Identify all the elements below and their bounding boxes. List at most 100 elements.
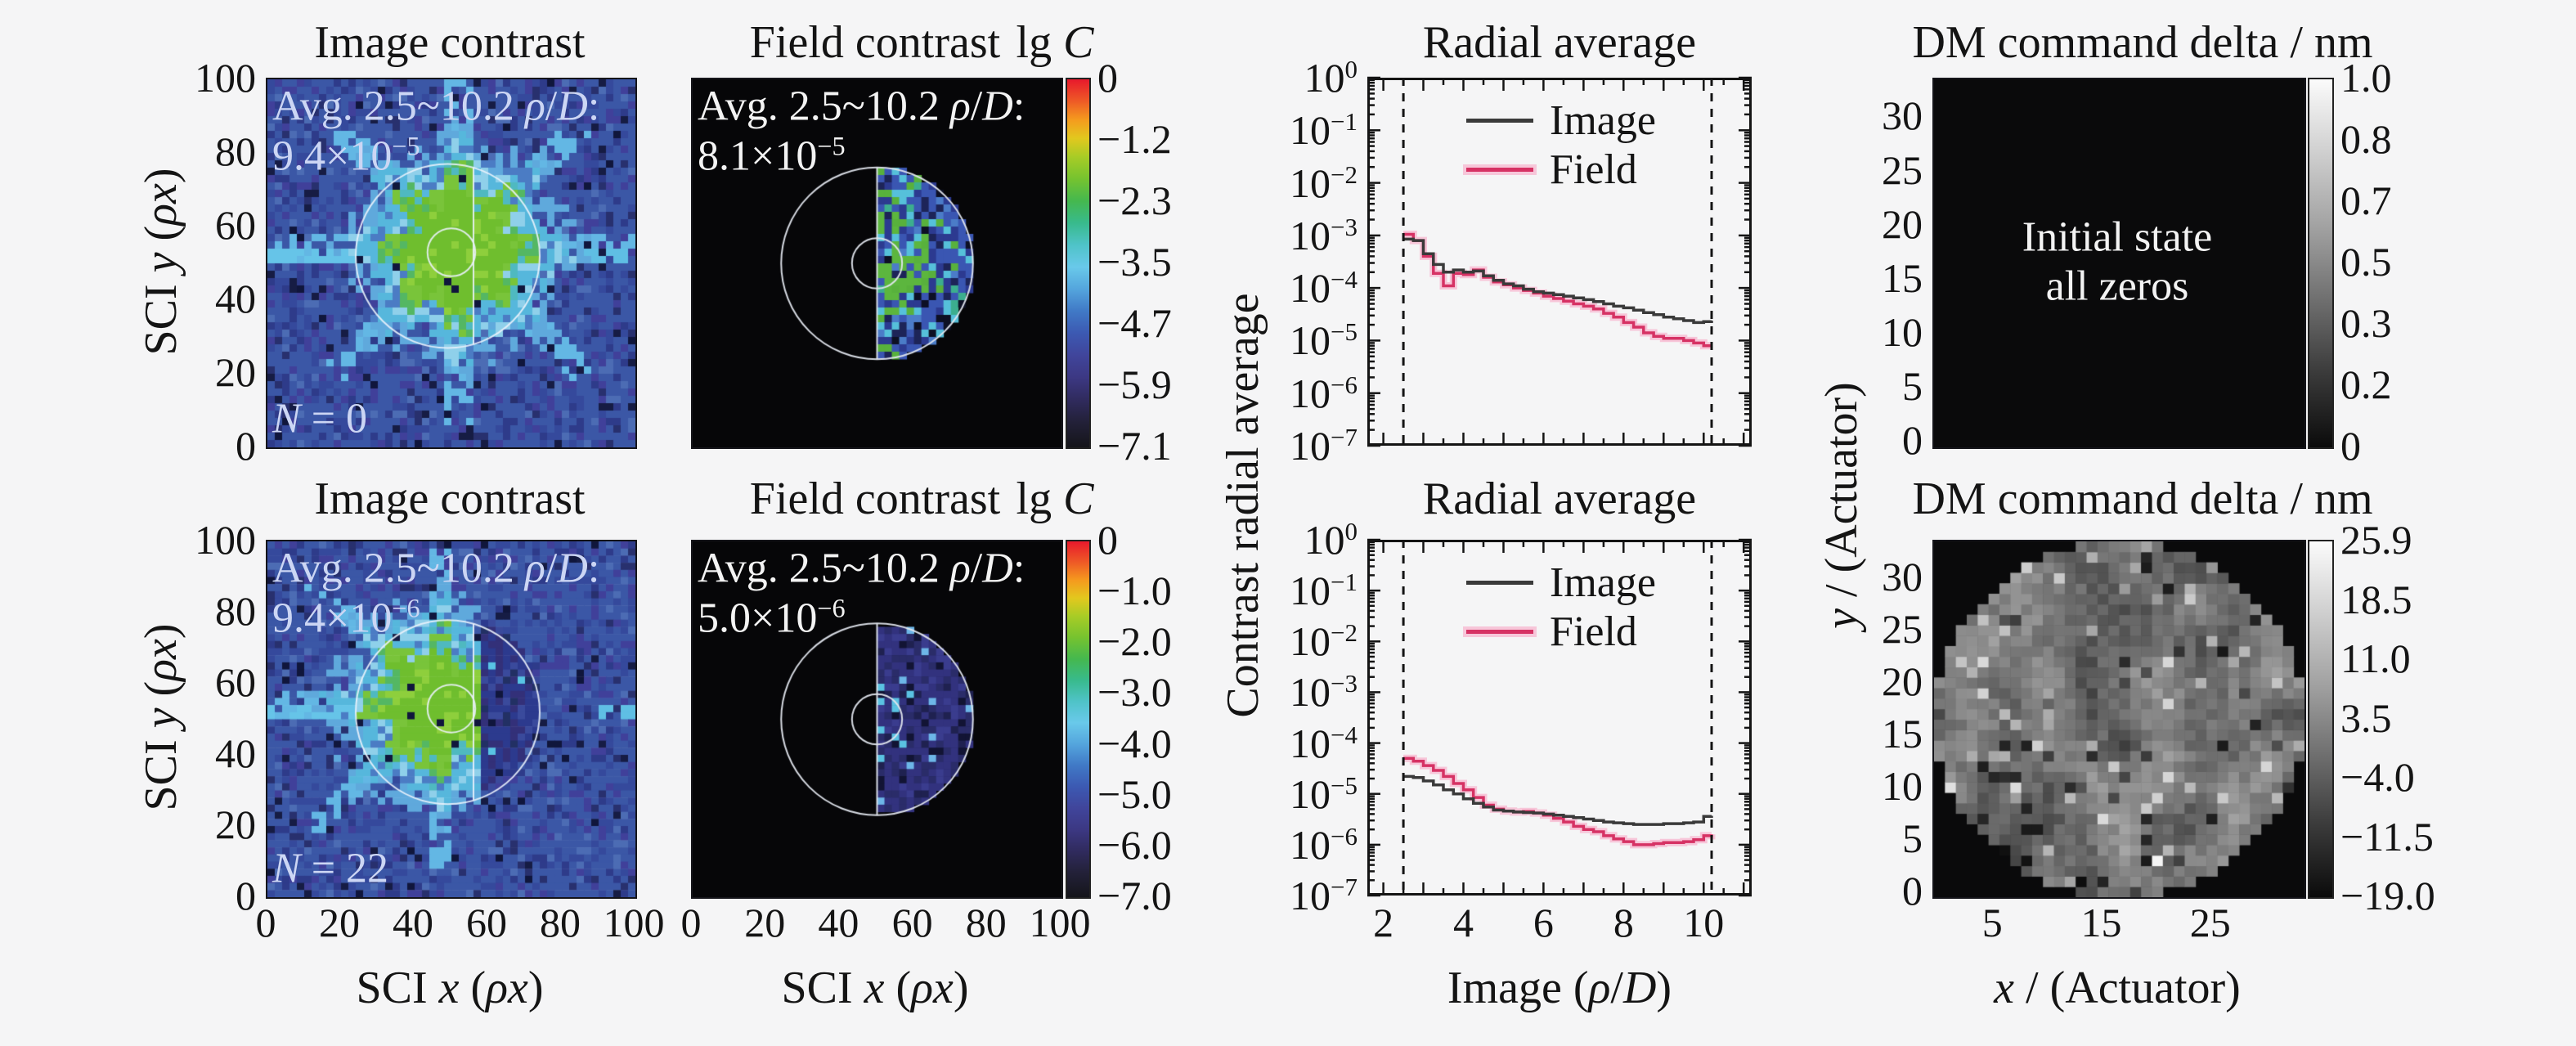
y-tick-label: 60 bbox=[215, 202, 256, 248]
series-field-halo bbox=[1403, 231, 1712, 350]
text-run: / bbox=[970, 545, 983, 592]
y-tick-label: 30 bbox=[1882, 92, 1923, 139]
y-tick-label: 60 bbox=[215, 659, 256, 705]
y-tick-label: 10−7 bbox=[1290, 872, 1358, 919]
y-tick-label: 25 bbox=[1882, 605, 1923, 652]
text-run: −5 bbox=[1331, 317, 1358, 347]
text-run: 10 bbox=[1290, 265, 1331, 312]
y-tick-label: 10−3 bbox=[1290, 668, 1358, 716]
text-run: = 22 bbox=[300, 845, 389, 892]
text-run: lg bbox=[1016, 17, 1064, 68]
text-run: 9.4×10 bbox=[272, 595, 393, 642]
y-tick-label: 80 bbox=[215, 128, 256, 174]
colorbar-tick-label: −4.0 bbox=[1097, 720, 1172, 766]
y-tick-label: 100 bbox=[1304, 54, 1358, 101]
colorbar-tick-label: −2.3 bbox=[1097, 177, 1172, 223]
x-tick-label: 100 bbox=[1029, 900, 1091, 945]
legend-entry-image-bottom: Image bbox=[1466, 559, 1656, 607]
colorbar-tick-label: −2.0 bbox=[1097, 618, 1172, 665]
text-run: y bbox=[1816, 608, 1867, 629]
text-run: D bbox=[982, 545, 1013, 592]
text-run: / (Actuator) bbox=[2014, 963, 2241, 1013]
y-axis-label-contrast-radial-average: Contrast radial average bbox=[1218, 293, 1268, 718]
y-tick-label: 100 bbox=[195, 55, 256, 101]
y-tick-label: 10−1 bbox=[1290, 567, 1358, 614]
y-tick-label: 20 bbox=[1882, 658, 1923, 704]
plot-frame bbox=[1367, 540, 1752, 896]
legend-label-field: Field bbox=[1550, 608, 1637, 655]
text-run: 5.0×10 bbox=[698, 595, 818, 642]
y-tick-label: 10−1 bbox=[1290, 106, 1358, 154]
y-tick-label: 10−4 bbox=[1290, 720, 1358, 767]
panel-title-image-contrast-top: Image contrast bbox=[314, 17, 586, 68]
avg-contrast-annotation-line2: 9.4×10−6 bbox=[272, 594, 420, 643]
legend-line-image-icon bbox=[1466, 119, 1533, 123]
text-run: ρx bbox=[486, 963, 528, 1013]
text-run: : bbox=[587, 545, 600, 592]
y-tick-label: 80 bbox=[215, 588, 256, 634]
text-run: ) bbox=[136, 623, 186, 640]
field-contrast-heatmap-top bbox=[691, 78, 1063, 449]
panel-title-field-contrast-bottom: Field contrast bbox=[749, 474, 1001, 524]
colorbar-tick-label: 0.5 bbox=[2340, 239, 2392, 285]
dm-command-heatmap-bottom bbox=[1932, 540, 2306, 899]
text-run: ) bbox=[136, 168, 186, 184]
x-tick-label: 0 bbox=[680, 900, 702, 945]
x-tick-label: 40 bbox=[818, 900, 859, 945]
y-tick-label: 100 bbox=[1304, 516, 1358, 563]
avg-contrast-annotation-line2: 5.0×10−6 bbox=[698, 594, 846, 643]
text-run: SCI bbox=[136, 272, 186, 356]
text-run: y bbox=[136, 707, 186, 729]
legend-label-field: Field bbox=[1550, 146, 1637, 193]
text-run: : bbox=[1012, 83, 1025, 130]
colorbar-label-lgc-bottom: lg C bbox=[1016, 473, 1094, 525]
text-run: ρ bbox=[1588, 963, 1611, 1013]
y-tick-label: 15 bbox=[1882, 710, 1923, 756]
series-image-line bbox=[1403, 774, 1713, 826]
text-run: Avg. 2.5~10.2 bbox=[272, 545, 525, 592]
colorbar-tick-label: −7.1 bbox=[1097, 423, 1172, 469]
text-run: D bbox=[557, 83, 588, 130]
avg-contrast-annotation-line1: Avg. 2.5~10.2 ρ/D: bbox=[698, 83, 1025, 131]
y-tick-label: 20 bbox=[215, 801, 256, 847]
iteration-count-annotation: N = 22 bbox=[272, 845, 388, 893]
text-run: ) bbox=[527, 963, 544, 1013]
text-run: −2 bbox=[1331, 618, 1358, 648]
legend-label-image: Image bbox=[1550, 559, 1656, 606]
text-run: N bbox=[272, 395, 301, 442]
colorbar-field-contrast-top bbox=[1066, 78, 1091, 449]
image-contrast-heatmap-bottom bbox=[266, 540, 637, 899]
y-tick-label: 5 bbox=[1902, 363, 1923, 410]
x-tick-label: 100 bbox=[603, 900, 665, 945]
dm-initial-state-annotation-line1: Initial state bbox=[2022, 213, 2213, 261]
text-run: 0 bbox=[1344, 516, 1358, 545]
y-tick-label: 10 bbox=[1882, 309, 1923, 356]
text-run: D bbox=[557, 545, 588, 592]
avg-contrast-annotation-line1: Avg. 2.5~10.2 ρ/D: bbox=[272, 83, 599, 131]
x-tick-label: 40 bbox=[393, 900, 433, 945]
text-run: SCI bbox=[781, 963, 864, 1013]
x-tick-label: 5 bbox=[1981, 900, 2003, 945]
x-axis-label-sci-x-col2: SCI x (ρx) bbox=[781, 962, 968, 1014]
panel-title-image-contrast-bottom: Image contrast bbox=[314, 474, 586, 524]
text-run: 10 bbox=[1290, 873, 1331, 918]
dm-initial-state-annotation-line2: all zeros bbox=[2045, 263, 2189, 310]
text-run: N bbox=[272, 845, 301, 892]
text-run: ρx bbox=[136, 183, 186, 226]
y-tick-label: 10−3 bbox=[1290, 212, 1358, 259]
y-tick-label: 100 bbox=[195, 517, 256, 563]
text-run: ρ bbox=[524, 545, 545, 592]
text-run: 10 bbox=[1290, 317, 1331, 364]
text-run: 10 bbox=[1290, 568, 1331, 614]
text-run: / bbox=[545, 545, 558, 592]
x-tick-label: 60 bbox=[891, 900, 933, 945]
y-tick-label: 10−2 bbox=[1290, 617, 1358, 665]
x-tick-label: 60 bbox=[466, 900, 507, 945]
colorbar-tick-label: 1.0 bbox=[2340, 55, 2392, 101]
text-run: SCI bbox=[356, 963, 439, 1013]
x-axis-label-image-rho-d: Image (ρ/D) bbox=[1447, 962, 1672, 1014]
colorbar-dm-command-top bbox=[2308, 78, 2334, 449]
text-run: 10 bbox=[1304, 55, 1345, 101]
text-run: 10 bbox=[1290, 107, 1331, 154]
text-run: 10 bbox=[1304, 517, 1345, 563]
